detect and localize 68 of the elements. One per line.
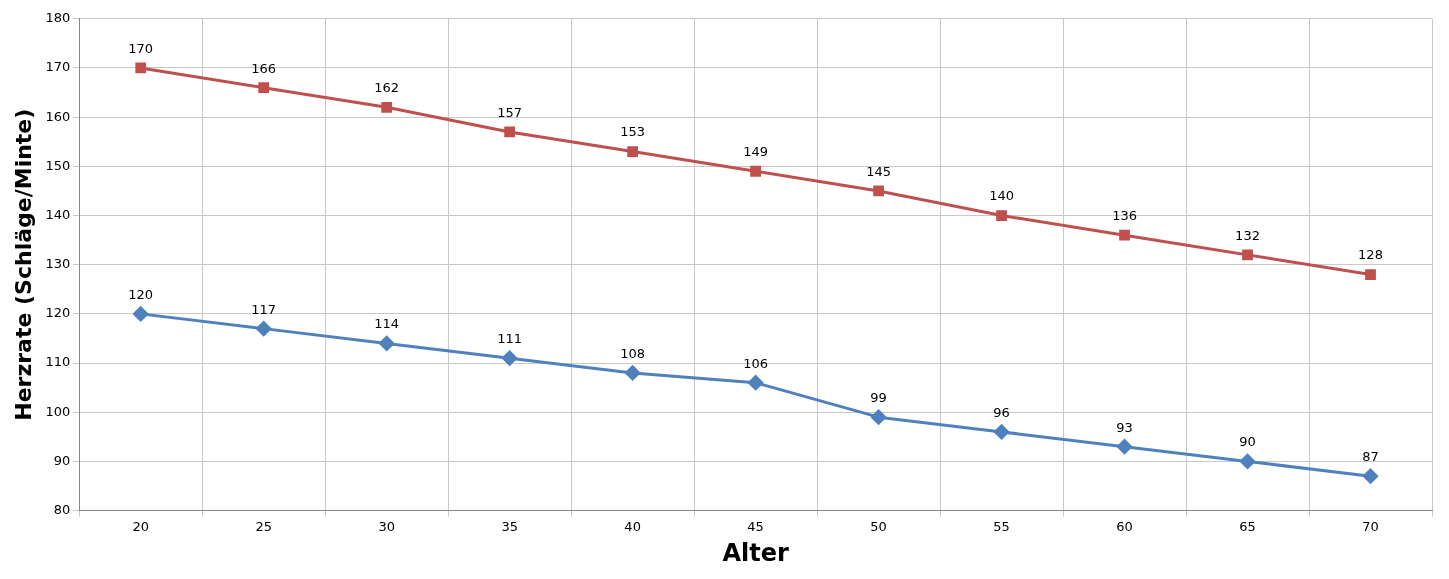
y-axis-title: Herzrate (Schläge/Minte)	[10, 108, 36, 421]
x-tick-label: 40	[624, 518, 641, 534]
data-label: 93	[1116, 419, 1133, 435]
x-tick-label: 60	[1116, 518, 1133, 534]
x-tick-label: 65	[1239, 518, 1256, 534]
data-label: 120	[128, 286, 154, 302]
y-tick-label: 110	[45, 354, 71, 370]
data-label: 136	[1112, 208, 1137, 224]
data-label: 145	[866, 163, 891, 179]
x-tick-label: 50	[870, 518, 887, 534]
data-label: 114	[374, 316, 400, 332]
data-label: 117	[251, 301, 277, 317]
x-tick-label: 35	[501, 518, 518, 534]
data-label: 149	[743, 144, 769, 160]
x-tick-label: 20	[132, 518, 149, 534]
point	[873, 185, 884, 197]
data-label: 140	[989, 188, 1014, 204]
y-tick-label: 160	[45, 108, 71, 124]
point	[133, 306, 149, 322]
point	[1242, 249, 1253, 261]
point	[627, 146, 639, 157]
x-tick-label: 45	[747, 518, 764, 534]
x-tick-label: 55	[993, 518, 1010, 534]
point	[1240, 453, 1256, 469]
data-label: 132	[1235, 227, 1260, 243]
data-label: 87	[1362, 449, 1379, 465]
data-label: 153	[620, 124, 646, 140]
y-tick-label: 100	[45, 403, 71, 419]
point	[1117, 439, 1133, 455]
point	[1363, 468, 1379, 484]
y-tick-label: 170	[45, 59, 71, 75]
point	[502, 350, 518, 366]
y-tick-label: 130	[45, 256, 71, 272]
point	[748, 375, 764, 391]
point	[381, 101, 393, 113]
y-tick-label: 150	[45, 157, 71, 173]
data-label: 99	[870, 390, 887, 406]
data-label: 111	[497, 331, 523, 347]
point	[1365, 269, 1376, 280]
data-label: 108	[620, 345, 646, 361]
point	[1119, 229, 1130, 241]
point	[258, 82, 270, 94]
point	[379, 335, 395, 351]
data-label: 106	[743, 355, 769, 371]
data-label: 96	[993, 404, 1010, 420]
x-tick-label: 70	[1362, 518, 1379, 534]
point	[750, 165, 761, 177]
point	[135, 62, 147, 74]
point	[994, 424, 1010, 440]
point	[871, 409, 887, 425]
point	[996, 210, 1007, 221]
y-tick-label: 180	[45, 10, 71, 26]
y-tick-label: 90	[53, 452, 71, 468]
data-label: 90	[1239, 434, 1256, 450]
point	[256, 321, 272, 337]
x-tick-label: 25	[255, 518, 272, 534]
x-axis-title: Alter	[722, 538, 789, 567]
data-label: 166	[251, 60, 277, 76]
data-label: 170	[128, 40, 154, 56]
y-tick-label: 140	[45, 206, 71, 222]
point	[504, 126, 516, 138]
y-tick-label: 80	[53, 501, 71, 517]
point	[625, 365, 641, 381]
data-label: 157	[497, 104, 523, 120]
data-label: 128	[1358, 247, 1383, 263]
x-tick-label: 30	[378, 518, 395, 534]
y-tick-label: 120	[45, 305, 71, 321]
data-label: 162	[374, 80, 400, 96]
